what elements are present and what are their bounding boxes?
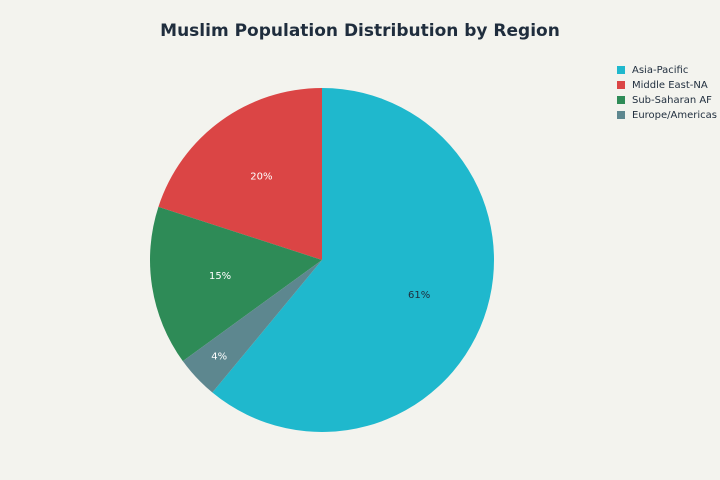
legend-swatch bbox=[617, 96, 625, 104]
pie-slice bbox=[149, 206, 322, 362]
pie-slice bbox=[158, 88, 322, 260]
data-label: 20% bbox=[250, 172, 272, 183]
legend-swatch bbox=[617, 81, 625, 89]
data-label: 4% bbox=[211, 352, 227, 363]
legend-label: Europe/Americas bbox=[632, 110, 717, 121]
legend-label: Middle East-NA bbox=[632, 80, 708, 91]
pie-slice bbox=[182, 260, 322, 393]
data-label: 15% bbox=[209, 271, 231, 282]
legend-label: Sub-Saharan AF bbox=[632, 95, 712, 106]
legend-swatch bbox=[617, 111, 625, 119]
pie-slice bbox=[212, 88, 494, 433]
data-label: 61% bbox=[408, 290, 430, 301]
legend-swatch bbox=[617, 66, 625, 74]
chart-title: Muslim Population Distribution by Region bbox=[160, 21, 560, 41]
legend-label: Asia-Pacific bbox=[632, 65, 688, 76]
